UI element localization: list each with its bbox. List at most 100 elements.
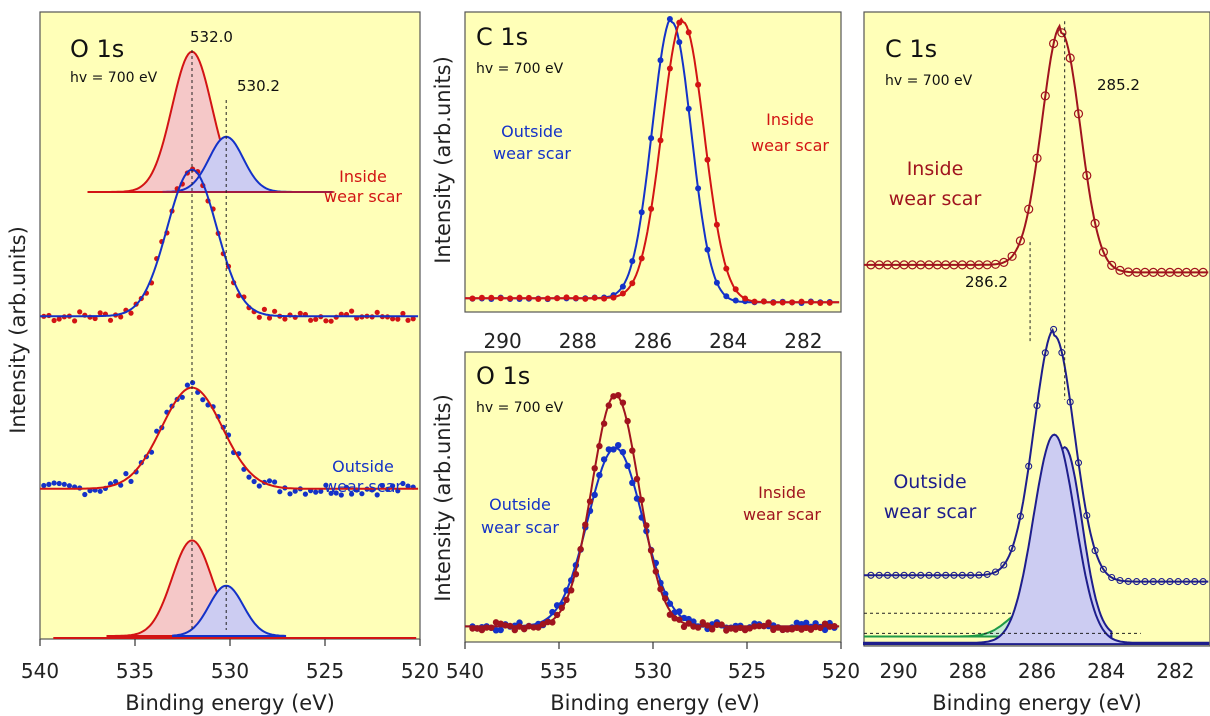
data-point	[82, 491, 88, 498]
data-point	[990, 259, 1001, 269]
x-tick-label: 288	[949, 659, 987, 683]
label-inside-line2: wear scar	[889, 188, 982, 210]
data-point	[975, 571, 983, 579]
panel-title: C 1s	[885, 35, 937, 63]
data-point	[374, 492, 380, 498]
label-inside-line1: Inside	[907, 158, 964, 180]
data-point	[379, 483, 385, 489]
data-point	[709, 626, 716, 633]
data-point	[1191, 578, 1199, 586]
data-point	[200, 397, 206, 403]
data-point	[1174, 578, 1182, 586]
data-point	[1007, 251, 1017, 261]
data-point	[497, 626, 504, 634]
data-point	[821, 620, 829, 627]
data-point	[287, 491, 293, 497]
label-outside-line1: Outside	[332, 457, 394, 476]
data-point	[374, 309, 380, 315]
data-point	[333, 490, 339, 496]
x-tick-label: 288	[559, 329, 597, 353]
data-point	[256, 314, 262, 320]
label-inside-line1: Inside	[758, 483, 806, 502]
data-point	[41, 482, 47, 489]
data-point	[699, 619, 706, 626]
fit-curve	[40, 386, 419, 490]
data-point	[313, 489, 319, 495]
x-axis-title: Binding energy (eV)	[125, 691, 335, 715]
data-point	[1166, 578, 1174, 586]
data-point	[925, 571, 933, 579]
label-outside-line2: wear scar	[324, 477, 402, 496]
panel-o1s-left: O 1s hv = 700 eV 532.0 530.2 Inside wear…	[21, 11, 439, 715]
data-point	[1033, 402, 1041, 410]
data-point	[297, 310, 303, 316]
peak-annotation-286: 286.2	[965, 273, 1008, 291]
data-point	[410, 316, 416, 322]
fit-curve	[864, 327, 1209, 583]
data-point	[323, 318, 329, 324]
data-point	[1048, 38, 1059, 49]
data-point	[251, 478, 257, 485]
data-point	[1074, 459, 1083, 467]
data-point	[261, 306, 267, 312]
data-point	[511, 626, 518, 634]
data-point	[1015, 236, 1026, 246]
data-point	[184, 382, 190, 388]
data-point	[1083, 511, 1091, 520]
data-point	[1116, 576, 1124, 585]
data-point	[323, 482, 329, 488]
data-point	[1199, 578, 1207, 586]
peak-annotation-532: 532.0	[190, 28, 233, 46]
data-point	[1133, 578, 1141, 586]
data-point	[272, 308, 278, 314]
panel-o1s-middle: O 1s hv = 700 eV Outside wear scar Insid…	[431, 351, 860, 715]
data-point	[867, 571, 875, 579]
data-point	[400, 310, 406, 317]
data-point	[1098, 247, 1109, 257]
data-point	[349, 491, 355, 497]
data-point	[405, 483, 411, 489]
data-point	[1198, 267, 1208, 277]
data-point	[492, 627, 500, 634]
data-point	[615, 392, 622, 399]
x-tick-label: 520	[401, 659, 439, 683]
panel-c1s-middle: C 1s hv = 700 eV Outside wear scar Insid…	[431, 11, 842, 353]
label-inside-line1: Inside	[339, 167, 387, 186]
plot-background	[39, 11, 421, 640]
data-point	[991, 568, 1000, 576]
label-inside-line2: wear scar	[324, 187, 402, 206]
x-tick-label: 284	[709, 329, 747, 353]
plot-background	[464, 11, 842, 313]
data-point	[1091, 547, 1099, 555]
photon-energy: hv = 700 eV	[885, 73, 973, 89]
data-point	[318, 488, 324, 494]
component-peak	[172, 584, 287, 637]
data-point	[779, 626, 786, 634]
x-tick-label: 530	[211, 659, 249, 683]
data-point	[313, 316, 319, 322]
data-point	[807, 626, 815, 633]
data-point	[1024, 204, 1034, 214]
data-point	[478, 626, 486, 634]
data-point	[784, 626, 791, 633]
plot-background	[464, 351, 842, 643]
label-outside-line2: wear scar	[493, 144, 571, 163]
data-point	[999, 257, 1009, 267]
data-point	[266, 478, 273, 484]
data-point	[680, 623, 688, 630]
data-point	[282, 316, 288, 322]
data-point	[1099, 565, 1107, 573]
data-point	[950, 571, 958, 579]
data-point	[1141, 578, 1149, 586]
data-point	[1182, 578, 1191, 586]
data-point	[1032, 153, 1042, 163]
x-tick-label: 535	[540, 659, 578, 683]
data-point	[1082, 170, 1092, 181]
x-tick-label: 282	[1156, 659, 1194, 683]
photon-energy: hv = 700 eV	[476, 61, 564, 77]
label-inside-line2: wear scar	[751, 136, 829, 155]
data-point	[1066, 398, 1074, 406]
label-inside-line1: Inside	[766, 110, 814, 129]
data-point	[395, 316, 401, 322]
